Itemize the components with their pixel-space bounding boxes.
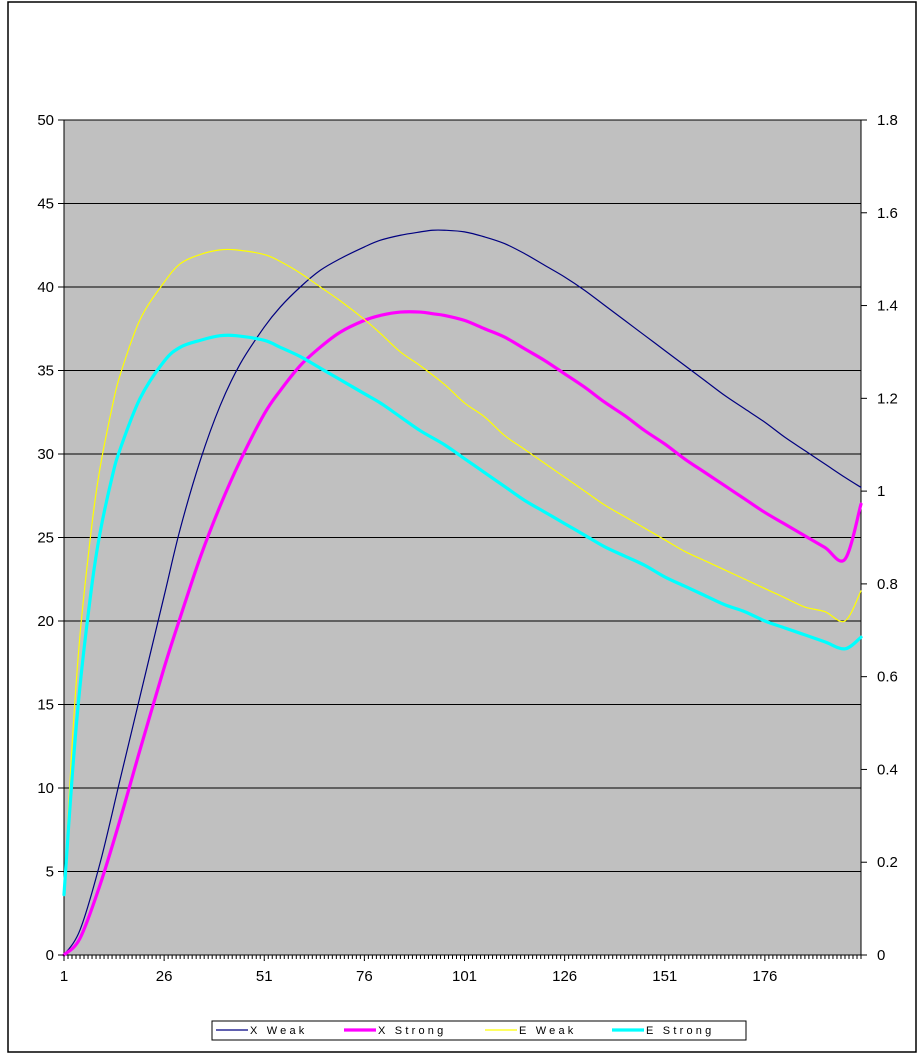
right-axis-tick-label: 1.4 bbox=[877, 298, 898, 315]
right-axis-tick-label: 1.6 bbox=[877, 205, 898, 222]
left-axis-tick-label: 0 bbox=[46, 947, 54, 964]
series-line-x-strong bbox=[62, 310, 863, 957]
left-axis-tick-label: 10 bbox=[37, 780, 54, 797]
left-axis-tick-label: 5 bbox=[46, 864, 54, 881]
series-line-e-strong bbox=[62, 333, 863, 897]
left-axis-tick-label: 40 bbox=[37, 279, 54, 296]
x-axis-tick-label: 101 bbox=[452, 968, 477, 985]
legend-label-x-weak: X Weak bbox=[250, 1025, 308, 1037]
left-axis-tick-label: 45 bbox=[37, 196, 54, 213]
series-line-x-weak bbox=[63, 229, 862, 956]
x-axis-tick-label: 176 bbox=[752, 968, 777, 985]
right-axis-tick-label: 0.8 bbox=[877, 576, 898, 593]
x-axis-tick-label: 126 bbox=[552, 968, 577, 985]
right-axis-tick-label: 1 bbox=[877, 483, 885, 500]
series-lines bbox=[62, 229, 863, 957]
x-axis-tick-label: 51 bbox=[256, 968, 273, 985]
right-axis-tick-label: 0.2 bbox=[877, 854, 898, 871]
x-axis-tick-label: 76 bbox=[356, 968, 373, 985]
left-axis-tick-label: 20 bbox=[37, 613, 54, 630]
legend-label-x-strong: X Strong bbox=[378, 1025, 446, 1037]
left-axis-tick-label: 15 bbox=[37, 697, 54, 714]
legend-box bbox=[211, 1020, 747, 1041]
x-axis-tick-label: 1 bbox=[60, 968, 68, 985]
right-axis-tick-label: 0 bbox=[877, 947, 885, 964]
left-axis-tick-label: 25 bbox=[37, 530, 54, 547]
legend-label-e-strong: E Strong bbox=[646, 1025, 714, 1037]
right-axis-tick-label: 1.8 bbox=[877, 112, 898, 129]
x-axis-tick-label: 26 bbox=[156, 968, 173, 985]
legend: X Weak X Strong E Weak E Strong bbox=[211, 1020, 747, 1041]
right-axis-tick-label: 0.6 bbox=[877, 669, 898, 686]
right-axis-tick-label: 1.2 bbox=[877, 390, 898, 407]
left-axis-tick-label: 30 bbox=[37, 446, 54, 463]
axes: 0 5 10 15 20 25 30 35 40 45 50 0 0.2 0.4 0.6 0.8 1 1.2 1.4… bbox=[37, 112, 898, 985]
legend-label-e-weak: E Weak bbox=[519, 1025, 577, 1037]
left-axis-tick-label: 35 bbox=[37, 363, 54, 380]
right-axis-tick-label: 0.4 bbox=[877, 761, 898, 778]
series-line-e-weak bbox=[63, 248, 862, 896]
x-axis-tick-label: 151 bbox=[652, 968, 677, 985]
gridlines bbox=[64, 203, 861, 872]
left-axis-tick-label: 50 bbox=[37, 112, 54, 129]
